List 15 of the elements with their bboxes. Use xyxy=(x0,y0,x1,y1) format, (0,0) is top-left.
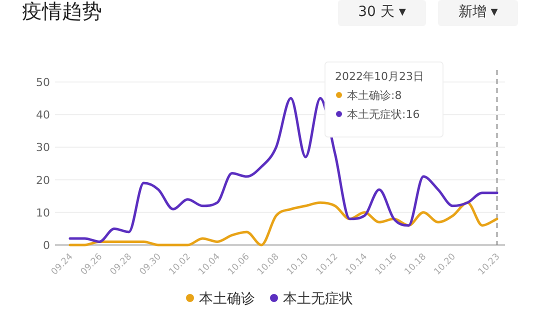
y-tick-label: 50 xyxy=(36,76,50,89)
y-tick-label: 10 xyxy=(36,206,50,220)
legend-label: 本土无症状 xyxy=(283,291,353,307)
annotation: 本土无症状:16 xyxy=(347,108,420,121)
annotation: 本土确诊:8 xyxy=(347,89,402,102)
picture-tooltip: 2022年10月23日 本土确诊:8 本土无症状:16 xyxy=(324,62,444,138)
text: 新增 ▾ xyxy=(458,4,498,20)
y-tick-label: 0 xyxy=(43,239,50,252)
y-tick-label: 20 xyxy=(36,174,50,187)
y-tick-label: 40 xyxy=(36,108,50,122)
chart-title: 疫情趋势 xyxy=(22,0,102,23)
legend-label: 本土确诊 xyxy=(199,291,255,307)
text: 30 天 ▾ xyxy=(358,4,406,20)
y-tick-label: 30 xyxy=(36,141,50,154)
annotation: 2022年10月23日 xyxy=(335,70,424,83)
